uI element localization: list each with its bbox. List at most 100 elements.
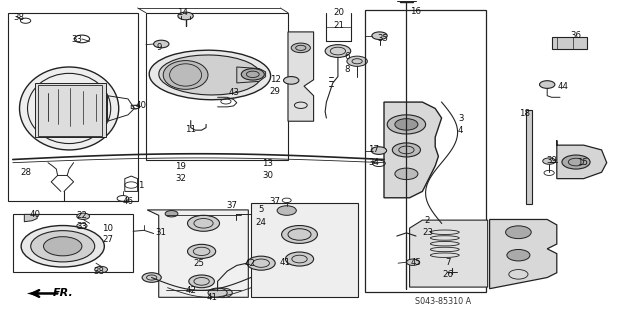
Circle shape [291, 43, 310, 53]
Text: 42: 42 [185, 286, 196, 295]
Text: 30: 30 [262, 171, 273, 180]
Text: S043-85310 A: S043-85310 A [415, 297, 471, 306]
Text: 13: 13 [262, 159, 273, 168]
Text: 46: 46 [122, 197, 134, 206]
Text: 28: 28 [20, 168, 31, 177]
Text: 7: 7 [445, 258, 451, 267]
Bar [35, 83, 106, 137]
Circle shape [507, 249, 530, 261]
Text: 15: 15 [577, 158, 588, 167]
Polygon shape [237, 67, 266, 83]
Text: 16: 16 [410, 7, 422, 16]
Text: 6: 6 [344, 52, 349, 61]
Text: 40: 40 [135, 101, 147, 110]
Text: 33: 33 [76, 222, 88, 231]
Circle shape [395, 119, 418, 130]
Text: 4: 4 [458, 126, 463, 135]
Circle shape [325, 45, 351, 57]
Text: 36: 36 [570, 31, 582, 40]
Ellipse shape [44, 237, 82, 256]
Polygon shape [27, 290, 38, 297]
Ellipse shape [21, 226, 104, 267]
Text: 43: 43 [228, 88, 239, 97]
Text: 27: 27 [102, 235, 113, 244]
Text: 1: 1 [138, 181, 143, 189]
Polygon shape [490, 219, 557, 289]
Circle shape [285, 252, 314, 266]
Polygon shape [557, 140, 607, 179]
Text: 20: 20 [333, 8, 345, 17]
Text: 41: 41 [279, 258, 291, 267]
Circle shape [247, 256, 275, 270]
Bar [526, 110, 532, 204]
Text: FR.: FR. [52, 288, 73, 298]
Bar [38, 85, 102, 136]
Circle shape [282, 226, 317, 243]
Circle shape [347, 56, 367, 66]
Circle shape [406, 259, 419, 265]
Bar [552, 37, 587, 49]
Text: 19: 19 [175, 162, 186, 171]
Circle shape [284, 77, 299, 84]
Circle shape [77, 213, 90, 219]
Circle shape [241, 69, 264, 80]
Text: 14: 14 [177, 8, 188, 17]
Text: 41: 41 [207, 293, 218, 302]
Circle shape [387, 115, 426, 134]
Text: 5: 5 [259, 205, 264, 214]
Ellipse shape [149, 50, 271, 100]
Ellipse shape [31, 231, 95, 262]
Circle shape [95, 266, 108, 273]
Circle shape [371, 147, 387, 154]
Text: 9: 9 [156, 43, 161, 52]
Circle shape [188, 244, 216, 258]
Circle shape [392, 143, 420, 157]
Polygon shape [147, 210, 248, 297]
Text: 37: 37 [269, 197, 281, 206]
Text: 38: 38 [13, 13, 25, 22]
Circle shape [372, 32, 387, 40]
Text: 29: 29 [270, 87, 280, 96]
Circle shape [178, 12, 193, 20]
Circle shape [395, 168, 418, 180]
Text: 40: 40 [29, 210, 41, 219]
Text: 26: 26 [442, 271, 454, 279]
Text: 12: 12 [269, 75, 281, 84]
Text: 2: 2 [425, 216, 430, 225]
Text: 11: 11 [185, 125, 196, 134]
Circle shape [543, 158, 556, 164]
Text: 42: 42 [244, 259, 255, 268]
Text: 35: 35 [377, 34, 388, 43]
Circle shape [188, 215, 220, 231]
Polygon shape [251, 203, 358, 297]
Text: 31: 31 [156, 228, 167, 237]
Polygon shape [384, 102, 442, 198]
Circle shape [154, 40, 169, 48]
Circle shape [189, 275, 214, 288]
Ellipse shape [20, 67, 119, 150]
Circle shape [540, 81, 555, 88]
Text: 33: 33 [71, 35, 83, 44]
Text: 22: 22 [76, 211, 88, 220]
Text: 37: 37 [226, 201, 237, 210]
Circle shape [506, 226, 531, 239]
Polygon shape [410, 220, 488, 287]
Circle shape [165, 211, 178, 217]
Circle shape [277, 206, 296, 215]
Circle shape [213, 288, 232, 298]
Text: 38: 38 [93, 267, 105, 276]
Text: 3: 3 [458, 114, 463, 122]
Text: 25: 25 [193, 259, 204, 268]
Circle shape [562, 155, 590, 169]
Text: 34: 34 [368, 158, 380, 167]
Text: 10: 10 [102, 224, 113, 233]
Text: 44: 44 [557, 82, 569, 91]
Text: 24: 24 [255, 218, 267, 227]
Ellipse shape [163, 61, 208, 89]
Circle shape [208, 288, 227, 298]
Text: 23: 23 [422, 228, 433, 237]
Ellipse shape [159, 55, 261, 95]
Text: 32: 32 [175, 174, 186, 183]
Text: 21: 21 [333, 21, 345, 30]
Text: 17: 17 [368, 145, 380, 154]
